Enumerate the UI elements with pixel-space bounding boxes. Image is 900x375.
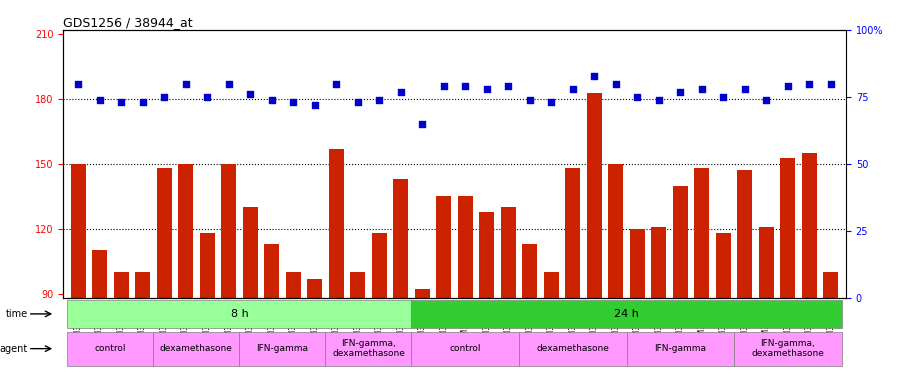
- Text: IFN-gamma,
dexamethasone: IFN-gamma, dexamethasone: [332, 339, 405, 358]
- Point: [716, 94, 731, 100]
- Text: 24 h: 24 h: [614, 309, 639, 319]
- Point: [802, 81, 816, 87]
- FancyBboxPatch shape: [626, 332, 734, 366]
- Bar: [565, 168, 581, 375]
- Point: [135, 99, 149, 105]
- Point: [265, 97, 279, 103]
- Point: [501, 83, 516, 89]
- Point: [630, 94, 644, 100]
- Bar: [673, 186, 688, 375]
- Text: agent: agent: [0, 344, 28, 354]
- Point: [780, 83, 795, 89]
- Point: [393, 88, 408, 94]
- Point: [824, 81, 838, 87]
- Point: [308, 102, 322, 108]
- Text: control: control: [449, 344, 481, 353]
- Point: [372, 97, 386, 103]
- Bar: [824, 272, 839, 375]
- Point: [200, 94, 214, 100]
- Bar: [350, 272, 365, 375]
- Bar: [802, 153, 817, 375]
- Bar: [608, 164, 624, 375]
- Point: [114, 99, 129, 105]
- Bar: [307, 279, 322, 375]
- Text: IFN-gamma,
dexamethasone: IFN-gamma, dexamethasone: [752, 339, 824, 358]
- Point: [436, 83, 451, 89]
- Bar: [694, 168, 709, 375]
- Point: [544, 99, 559, 105]
- Bar: [780, 158, 796, 375]
- Bar: [479, 211, 494, 375]
- Text: dexamethasone: dexamethasone: [536, 344, 609, 353]
- Point: [157, 94, 171, 100]
- Point: [565, 86, 580, 92]
- Point: [93, 97, 107, 103]
- Point: [415, 121, 429, 127]
- FancyBboxPatch shape: [326, 332, 411, 366]
- Point: [738, 86, 752, 92]
- Bar: [544, 272, 559, 375]
- Bar: [522, 244, 537, 375]
- Bar: [737, 171, 752, 375]
- Text: 8 h: 8 h: [230, 309, 248, 319]
- FancyBboxPatch shape: [411, 300, 842, 328]
- FancyBboxPatch shape: [239, 332, 326, 366]
- Bar: [178, 164, 194, 375]
- Text: IFN-gamma: IFN-gamma: [654, 344, 706, 353]
- Bar: [630, 229, 645, 375]
- Point: [458, 83, 473, 89]
- Point: [587, 72, 601, 78]
- Point: [178, 81, 193, 87]
- FancyBboxPatch shape: [519, 332, 626, 366]
- Bar: [157, 168, 172, 375]
- FancyBboxPatch shape: [153, 332, 239, 366]
- Bar: [415, 290, 430, 375]
- Point: [71, 81, 86, 87]
- Point: [350, 99, 365, 105]
- Point: [695, 86, 709, 92]
- Bar: [393, 179, 409, 375]
- Bar: [113, 272, 129, 375]
- Point: [760, 97, 774, 103]
- Text: control: control: [94, 344, 126, 353]
- Text: dexamethasone: dexamethasone: [160, 344, 233, 353]
- Point: [652, 97, 666, 103]
- Bar: [436, 196, 451, 375]
- Text: time: time: [5, 309, 28, 319]
- Bar: [285, 272, 301, 375]
- FancyBboxPatch shape: [68, 332, 153, 366]
- Point: [329, 81, 344, 87]
- Bar: [221, 164, 236, 375]
- Point: [243, 92, 257, 98]
- FancyBboxPatch shape: [411, 332, 519, 366]
- Point: [480, 86, 494, 92]
- Bar: [716, 233, 731, 375]
- Point: [608, 81, 623, 87]
- Bar: [759, 226, 774, 375]
- FancyBboxPatch shape: [68, 300, 411, 328]
- Bar: [587, 93, 602, 375]
- Bar: [372, 233, 387, 375]
- Bar: [135, 272, 150, 375]
- Bar: [264, 244, 279, 375]
- Bar: [458, 196, 473, 375]
- Bar: [200, 233, 215, 375]
- Bar: [70, 164, 86, 375]
- Bar: [652, 226, 666, 375]
- Point: [286, 99, 301, 105]
- Text: GDS1256 / 38944_at: GDS1256 / 38944_at: [63, 16, 193, 29]
- Point: [221, 81, 236, 87]
- FancyBboxPatch shape: [734, 332, 842, 366]
- Bar: [92, 251, 107, 375]
- Point: [523, 97, 537, 103]
- Bar: [500, 207, 516, 375]
- Bar: [328, 149, 344, 375]
- Point: [673, 88, 688, 94]
- Bar: [243, 207, 257, 375]
- Text: IFN-gamma: IFN-gamma: [256, 344, 309, 353]
